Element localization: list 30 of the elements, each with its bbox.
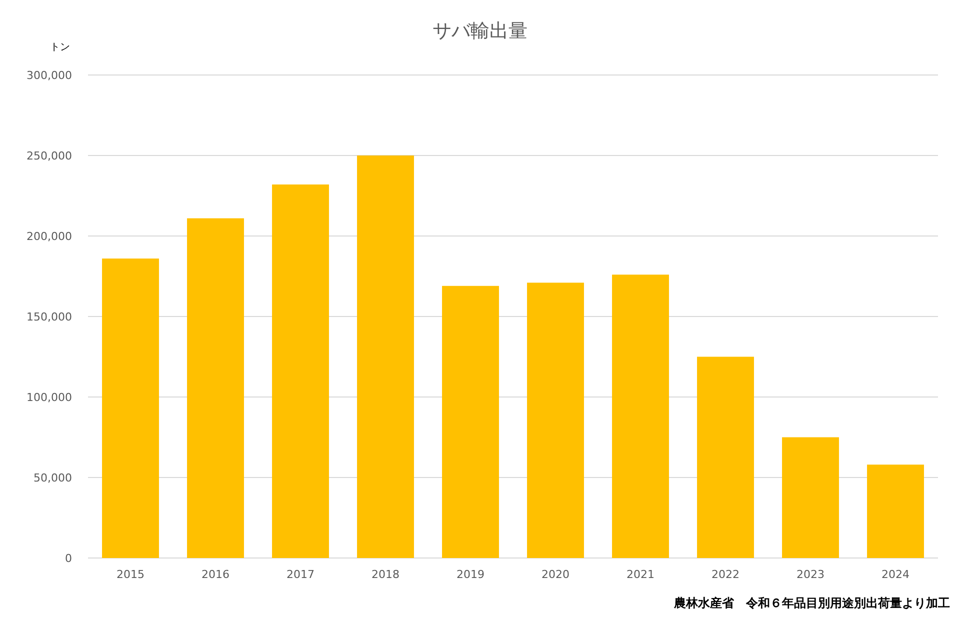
bar <box>187 218 244 558</box>
bar <box>782 437 839 558</box>
x-tick-label: 2020 <box>542 568 570 581</box>
y-tick-label: 100,000 <box>26 391 72 404</box>
bar <box>612 274 669 558</box>
bar <box>442 286 499 558</box>
chart-title: サバ輸出量 <box>432 20 528 42</box>
y-tick-label: 300,000 <box>26 69 72 82</box>
x-tick-label: 2024 <box>882 568 910 581</box>
x-tick-label: 2015 <box>116 568 144 581</box>
text: 農林水産省 令和６年品目別用途別出荷量より加工 <box>673 596 950 610</box>
bar <box>102 258 159 558</box>
bar <box>867 464 924 558</box>
x-tick-label: 2017 <box>286 568 314 581</box>
bar <box>272 184 329 558</box>
x-tick-label: 2022 <box>712 568 740 581</box>
y-axis-title: トン <box>50 42 70 53</box>
y-tick-label: 50,000 <box>34 472 72 484</box>
x-tick-label: 2016 <box>202 568 230 581</box>
x-tick-label: 2021 <box>626 568 654 581</box>
x-tick-label: 2019 <box>456 568 484 581</box>
x-tick-label: 2023 <box>796 568 824 581</box>
y-tick-label: 0 <box>65 552 72 565</box>
y-tick-label: 150,000 <box>26 310 72 324</box>
x-tick-label: 2018 <box>372 568 400 581</box>
bar <box>357 156 414 558</box>
y-tick-label: 200,000 <box>26 230 72 243</box>
bar <box>527 282 584 558</box>
bar <box>697 356 754 558</box>
y-tick-label: 250,000 <box>26 150 72 162</box>
